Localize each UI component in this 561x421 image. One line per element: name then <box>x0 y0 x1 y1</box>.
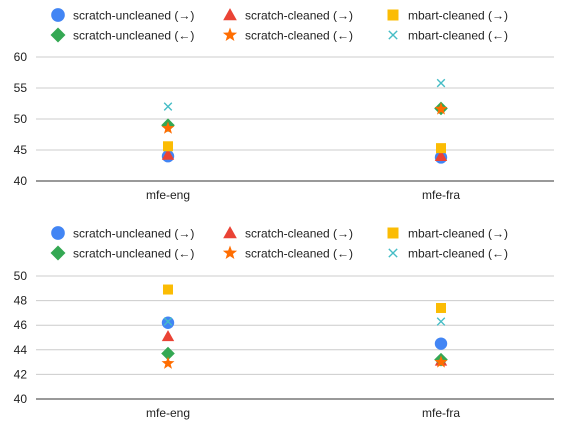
legend-marker-x <box>388 30 398 40</box>
legend-marker-triangle <box>223 226 237 239</box>
data-point-star <box>161 356 175 369</box>
legend-label: scratch-cleaned (←) <box>245 29 353 43</box>
legend-label: scratch-cleaned (→) <box>245 227 353 241</box>
legend-label: scratch-uncleaned (←) <box>73 247 194 261</box>
x-category-label: mfe-fra <box>422 406 460 420</box>
legend-marker-circle <box>51 226 65 240</box>
legend-item: mbart-cleaned (→) <box>387 227 508 241</box>
legend-marker-square <box>387 9 399 21</box>
legend-label: scratch-uncleaned (←) <box>73 29 194 43</box>
legend-label: scratch-uncleaned (→) <box>73 227 194 241</box>
data-point-triangle <box>434 150 448 161</box>
legend-item: scratch-cleaned (→) <box>223 8 353 23</box>
data-point-circle <box>434 337 448 350</box>
data-point-triangle <box>161 330 175 342</box>
legend-label: mbart-cleaned (→) <box>408 9 508 23</box>
y-tick-label: 42 <box>14 367 28 381</box>
chart-panel-1: scratch-uncleaned (→) scratch-cleaned (→)… <box>14 8 554 202</box>
y-tick-label: 44 <box>14 343 28 357</box>
data-point-diamond <box>161 346 175 361</box>
legend: scratch-uncleaned (→) scratch-cleaned (→)… <box>50 8 508 43</box>
y-tick-label: 48 <box>14 294 28 308</box>
legend-marker-triangle <box>223 8 237 21</box>
legend-marker-star <box>222 245 238 260</box>
legend-item: scratch-cleaned (←) <box>222 27 353 43</box>
legend-label: scratch-uncleaned (→) <box>73 9 194 23</box>
data-point-star <box>434 102 448 115</box>
data-point-x <box>436 317 446 326</box>
x-category-label: mfe-fra <box>422 188 460 202</box>
data-point-square <box>163 141 173 152</box>
y-tick-label: 60 <box>14 50 28 64</box>
legend-marker-circle <box>51 8 65 22</box>
legend-item: scratch-uncleaned (←) <box>50 245 194 261</box>
data-points <box>161 78 448 164</box>
y-tick-label: 40 <box>14 174 28 188</box>
legend-label: scratch-cleaned (→) <box>245 9 353 23</box>
x-category-label: mfe-eng <box>146 188 190 202</box>
y-tick-label: 50 <box>14 269 28 283</box>
gridlines: 40 45 50 55 60 <box>14 50 554 188</box>
data-point-square <box>436 143 446 154</box>
legend-item: scratch-cleaned (→) <box>223 226 353 241</box>
data-point-square <box>436 302 446 313</box>
y-tick-label: 55 <box>14 81 28 95</box>
legend-item: mbart-cleaned (←) <box>388 29 508 43</box>
legend-item: scratch-uncleaned (→) <box>51 226 194 241</box>
legend-item: scratch-cleaned (←) <box>222 245 353 261</box>
y-tick-label: 50 <box>14 112 28 126</box>
legend-label: mbart-cleaned (←) <box>408 29 508 43</box>
legend-label: mbart-cleaned (→) <box>408 227 508 241</box>
legend-marker-diamond <box>50 27 66 43</box>
x-category-label: mfe-eng <box>146 406 190 420</box>
legend-item: scratch-uncleaned (←) <box>50 27 194 43</box>
legend-item: mbart-cleaned (→) <box>387 9 508 23</box>
legend-marker-star <box>222 27 238 42</box>
legend-item: mbart-cleaned (←) <box>388 247 508 261</box>
data-points <box>161 284 448 369</box>
legend-marker-diamond <box>50 245 66 261</box>
data-point-triangle <box>161 148 175 160</box>
y-tick-label: 46 <box>14 318 28 332</box>
data-point-star <box>434 355 448 368</box>
data-point-circle <box>161 316 175 329</box>
data-point-square <box>163 284 173 295</box>
legend-marker-square <box>387 227 399 239</box>
data-point-star <box>161 121 175 134</box>
legend-label: mbart-cleaned (←) <box>408 247 508 261</box>
chart-panel-2: scratch-uncleaned (→) scratch-cleaned (→)… <box>14 226 554 420</box>
y-tick-label: 40 <box>14 392 28 406</box>
legend-label: scratch-cleaned (←) <box>245 247 353 261</box>
y-tick-label: 45 <box>14 143 28 157</box>
legend-item: scratch-uncleaned (→) <box>51 8 194 23</box>
data-point-x <box>436 78 446 88</box>
gridlines: 40 42 44 46 48 50 <box>14 269 554 406</box>
legend: scratch-uncleaned (→) scratch-cleaned (→)… <box>50 226 508 261</box>
legend-marker-x <box>388 248 398 258</box>
data-point-x <box>163 102 173 111</box>
data-point-x <box>163 317 173 326</box>
